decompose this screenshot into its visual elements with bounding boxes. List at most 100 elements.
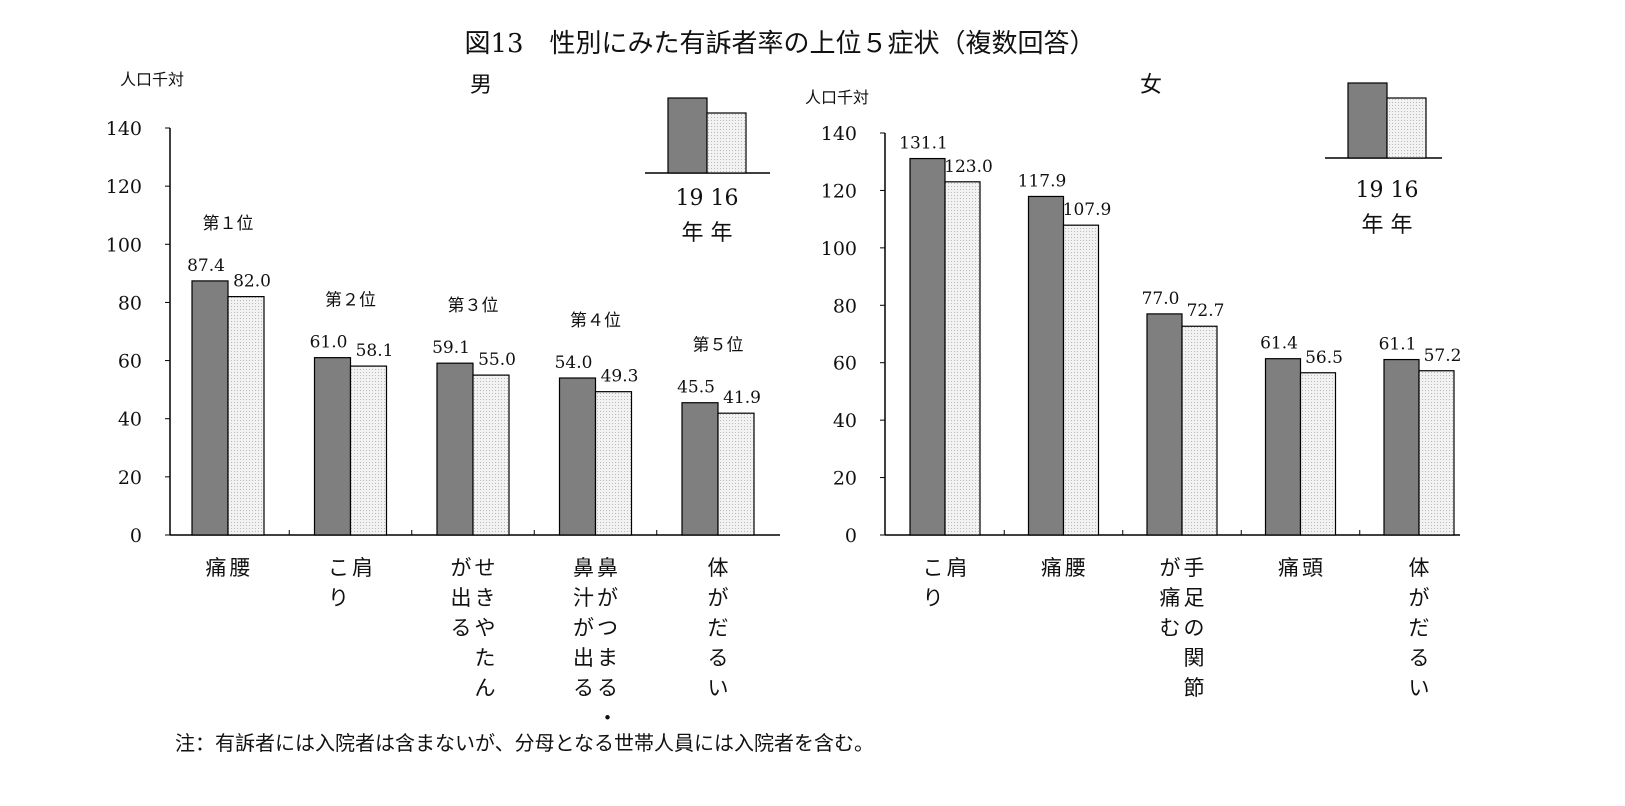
category-label-char: 痛 bbox=[1160, 586, 1181, 610]
category-label-char: い bbox=[708, 676, 729, 700]
data-label: 87.4 bbox=[187, 256, 225, 276]
data-label: 131.1 bbox=[899, 134, 948, 154]
category-label-char: ん bbox=[475, 676, 496, 700]
category-label-char: る bbox=[1409, 646, 1430, 670]
category-label-char: 関 bbox=[1184, 646, 1205, 670]
category-label-char: り bbox=[923, 586, 944, 610]
category-label-char: る bbox=[573, 676, 594, 700]
category-label-char: 腰 bbox=[1065, 556, 1086, 580]
bar-19年 bbox=[313, 357, 352, 536]
y-tick-label: 20 bbox=[833, 468, 857, 490]
bar-19年 bbox=[436, 362, 474, 536]
legend-bar-16 bbox=[706, 112, 747, 174]
category-label-char: 出 bbox=[573, 646, 594, 670]
category-label-char: 出 bbox=[451, 586, 472, 610]
category-label-char: き bbox=[475, 586, 496, 610]
y-tick-label: 100 bbox=[821, 238, 857, 260]
legend-bar-19 bbox=[1347, 82, 1388, 159]
category-label-char: が bbox=[1160, 556, 1181, 580]
category-label-char: つ bbox=[597, 616, 618, 640]
category-label-char: が bbox=[1409, 586, 1430, 610]
category-label-char: 足 bbox=[1184, 586, 1205, 610]
bar-16年 bbox=[472, 374, 510, 536]
bar-16年 bbox=[717, 412, 755, 536]
rank-label: 第５位 bbox=[693, 336, 744, 356]
panel-title: 女 bbox=[1140, 73, 1162, 98]
y-axis-label: 人口千対 bbox=[120, 70, 184, 89]
bar-16年 bbox=[1299, 372, 1337, 536]
bar-19年 bbox=[1027, 195, 1065, 536]
legend-unit: 年 年 bbox=[682, 221, 733, 246]
data-label: 117.9 bbox=[1018, 171, 1067, 191]
data-label: 45.5 bbox=[677, 378, 715, 398]
legend-years: 19 16 bbox=[676, 186, 739, 211]
y-tick-label: 40 bbox=[833, 410, 857, 432]
category-label-char: る bbox=[708, 646, 729, 670]
bar-16年 bbox=[1181, 325, 1218, 536]
y-tick-label: 100 bbox=[106, 234, 142, 256]
y-tick-label: 140 bbox=[821, 123, 857, 145]
bar-19年 bbox=[1264, 358, 1302, 536]
legend-bar-16 bbox=[1386, 97, 1427, 159]
bar-19年 bbox=[191, 280, 229, 536]
legend-bar-19 bbox=[667, 97, 708, 174]
category-label-char: 汁 bbox=[573, 586, 594, 610]
category-label-char: る bbox=[451, 616, 472, 640]
category-label-char: 手 bbox=[1184, 556, 1205, 580]
category-label-char: が bbox=[597, 586, 618, 610]
data-label: 123.0 bbox=[944, 157, 993, 177]
rank-label: 第１位 bbox=[203, 214, 254, 234]
bar-19年 bbox=[681, 402, 719, 536]
data-label: 55.0 bbox=[478, 350, 516, 370]
category-label-char: 痛 bbox=[1278, 556, 1299, 580]
rank-label: 第２位 bbox=[325, 291, 376, 311]
bar-16年 bbox=[1418, 370, 1455, 536]
category-label-char: 体 bbox=[708, 556, 729, 580]
y-tick-label: 120 bbox=[106, 176, 142, 198]
data-label: 59.1 bbox=[432, 338, 470, 358]
category-label-char: む bbox=[1160, 616, 1181, 640]
bar-19年 bbox=[558, 377, 597, 536]
data-label: 58.1 bbox=[356, 341, 394, 361]
category-label-char: こ bbox=[328, 556, 349, 580]
category-label-char: 節 bbox=[1184, 676, 1205, 700]
category-label-char: 痛 bbox=[1041, 556, 1062, 580]
y-tick-label: 0 bbox=[130, 525, 142, 547]
category-label-char: こ bbox=[923, 556, 944, 580]
data-label: 56.5 bbox=[1305, 348, 1343, 368]
data-label: 61.0 bbox=[310, 333, 348, 353]
bar-16年 bbox=[594, 391, 633, 536]
data-label: 72.7 bbox=[1187, 301, 1225, 321]
rank-label: 第３位 bbox=[448, 296, 499, 316]
legend-years: 19 16 bbox=[1356, 178, 1419, 203]
y-tick-label: 80 bbox=[118, 292, 142, 314]
category-label-char: 痛 bbox=[206, 556, 227, 580]
bar-19年 bbox=[1146, 313, 1183, 536]
bar-16年 bbox=[1062, 224, 1100, 536]
category-label-char: の bbox=[1184, 616, 1205, 640]
rank-label: 第４位 bbox=[570, 311, 621, 331]
category-label-char: 頭 bbox=[1302, 556, 1323, 580]
data-label: 77.0 bbox=[1142, 289, 1180, 309]
category-label-char: 肩 bbox=[352, 556, 373, 580]
y-tick-label: 40 bbox=[118, 409, 142, 431]
y-tick-label: 140 bbox=[106, 118, 142, 140]
data-label: 82.0 bbox=[233, 272, 271, 292]
data-label: 41.9 bbox=[723, 388, 761, 408]
category-label-char: 鼻 bbox=[597, 556, 618, 580]
category-label-char: る bbox=[597, 676, 618, 700]
category-label-char: 腰 bbox=[230, 556, 251, 580]
category-label-char: い bbox=[1409, 676, 1430, 700]
y-tick-label: 20 bbox=[118, 467, 142, 489]
data-label: 61.4 bbox=[1260, 334, 1298, 354]
category-label-char: せ bbox=[475, 556, 496, 580]
data-label: 61.1 bbox=[1379, 335, 1417, 355]
category-label-char: が bbox=[451, 556, 472, 580]
category-label-char: り bbox=[328, 586, 349, 610]
data-label: 49.3 bbox=[601, 367, 639, 387]
category-label-char: 体 bbox=[1409, 556, 1430, 580]
chart-title: 図13 性別にみた有訴者率の上位５症状（複数回答） bbox=[464, 29, 1095, 59]
y-tick-label: 80 bbox=[833, 295, 857, 317]
y-tick-label: 120 bbox=[821, 180, 857, 202]
category-label-char: が bbox=[573, 616, 594, 640]
